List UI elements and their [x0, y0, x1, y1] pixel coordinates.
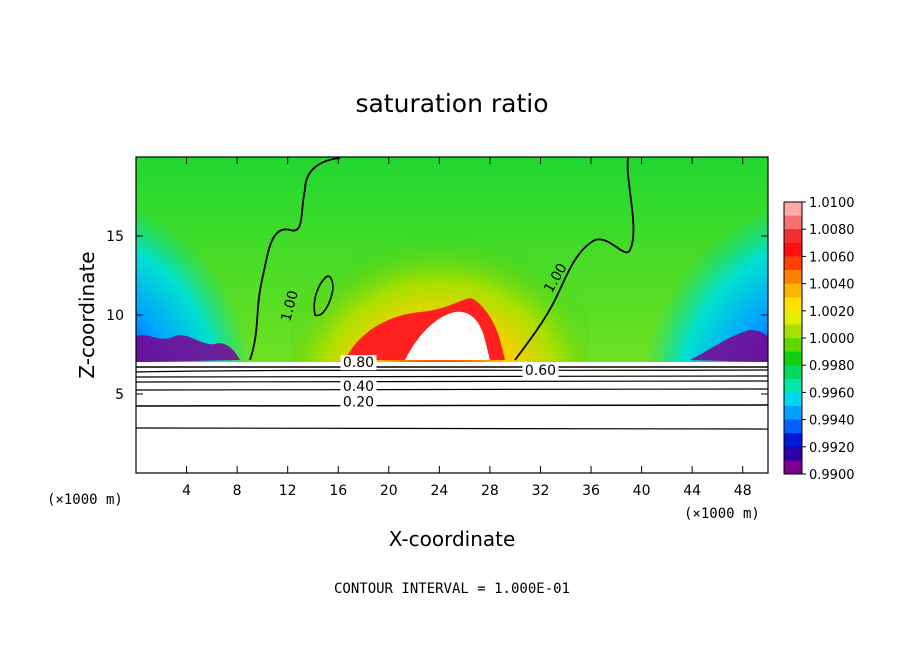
- contour-1-00-right: [514, 157, 635, 361]
- colorbar-tick-label: 1.0100: [809, 196, 855, 211]
- x-tick-label: 28: [481, 483, 499, 499]
- contour-label: 0.80: [343, 355, 374, 371]
- contour-level-5: [136, 388, 768, 391]
- contour-label: 0.20: [343, 395, 374, 411]
- contour-label-background: [340, 378, 377, 394]
- contour-level-7: [136, 427, 768, 430]
- x-tick-label: 40: [633, 483, 651, 499]
- contour-label-background: [340, 355, 377, 371]
- contour-label: 0.60: [525, 363, 556, 379]
- field-left-minimum: [136, 335, 240, 362]
- contour-1-00-left: [249, 157, 341, 361]
- y-axis: 5 10 15: [106, 229, 768, 403]
- contour-label-background: [522, 363, 559, 379]
- colorbar-tick-label: 1.0000: [809, 332, 855, 347]
- colorbar-swatch: [784, 229, 802, 244]
- colorbar-swatch: [784, 392, 802, 407]
- x-tick-label: 4: [182, 483, 191, 499]
- colorbar-tick-label: 1.0040: [809, 278, 855, 293]
- colorbar-tick-label: 0.9920: [809, 441, 855, 456]
- colorbar-tick-label: 0.9900: [809, 468, 855, 483]
- y-tick-label: 10: [106, 308, 124, 324]
- field-lower-layer: [136, 362, 768, 473]
- colorbar-swatch: [784, 256, 802, 271]
- x-tick-label: 36: [582, 483, 600, 499]
- x-tick-label: 48: [734, 483, 752, 499]
- colorbar-swatch: [784, 242, 802, 257]
- colorbar-tick-label: 1.0080: [809, 223, 855, 238]
- contour-labels: 1.001.000.80 0.600.400.20: [278, 261, 570, 411]
- contour-label-background: [340, 394, 377, 410]
- x-tick-label: 16: [329, 483, 347, 499]
- colorbar-tick-label: 0.9960: [809, 386, 855, 401]
- x-tick-label: 20: [380, 483, 398, 499]
- colorbar-tick-label: 0.9940: [809, 414, 855, 429]
- colorbar-swatch: [784, 433, 802, 448]
- colorbar-swatch: [784, 283, 802, 298]
- field-right-minimum: [690, 330, 768, 362]
- colorbar-swatch: [784, 460, 802, 475]
- x-tick-label: 24: [430, 483, 448, 499]
- x-unit-right: (×1000 m): [684, 506, 760, 522]
- heatmap-field: [136, 157, 768, 473]
- colorbar-swatch: [784, 338, 802, 353]
- colorbar-swatch: [784, 351, 802, 366]
- colorbar-swatch: [784, 365, 802, 380]
- contour-label: 1.00: [278, 289, 302, 323]
- x-axis: 4 8 12 16 20 24 28 32 36 40 44 48: [182, 157, 752, 499]
- colorbar-swatch: [784, 270, 802, 285]
- colorbar-swatch: [784, 310, 802, 325]
- y-axis-label: Z-coordinate: [75, 251, 99, 378]
- colorbar-swatch: [784, 215, 802, 230]
- x-tick-label: 32: [532, 483, 550, 499]
- contour-level-2: [136, 369, 768, 373]
- field-central-saturated-core: [405, 311, 490, 360]
- colorbar-swatch: [784, 324, 802, 339]
- colorbar-tick-label: 1.0020: [809, 305, 855, 320]
- contour-label: 0.40: [343, 379, 374, 395]
- colorbar-tick-label: 0.9980: [809, 359, 855, 374]
- contour-1-00-inner-loop: [313, 275, 334, 317]
- colorbar: 0.9900 0.9920 0.9940 0.9960 0.9980 1.0000 1.00…: [783, 196, 855, 483]
- contour-level-6: [136, 404, 768, 407]
- colorbar-swatch: [784, 446, 802, 461]
- contour-level-3: [136, 375, 768, 378]
- x-tick-label: 12: [279, 483, 297, 499]
- colorbar-swatch: [784, 202, 802, 217]
- chart-title: saturation ratio: [355, 89, 548, 118]
- y-tick-label: 5: [115, 387, 124, 403]
- colorbar-swatch: [784, 297, 802, 312]
- x-tick-label: 8: [233, 483, 242, 499]
- x-tick-label: 44: [683, 483, 701, 499]
- x-unit-left: (×1000 m): [47, 492, 123, 508]
- colorbar-swatch: [784, 406, 802, 421]
- colorbar-tick-label: 1.0060: [809, 250, 855, 265]
- colorbar-swatch: [784, 378, 802, 393]
- contour-level-4: [136, 380, 768, 383]
- colorbar-swatch: [784, 419, 802, 434]
- x-axis-label: X-coordinate: [389, 527, 516, 551]
- contour-interval-note: CONTOUR INTERVAL = 1.000E-01: [334, 581, 570, 597]
- y-tick-label: 15: [106, 229, 124, 245]
